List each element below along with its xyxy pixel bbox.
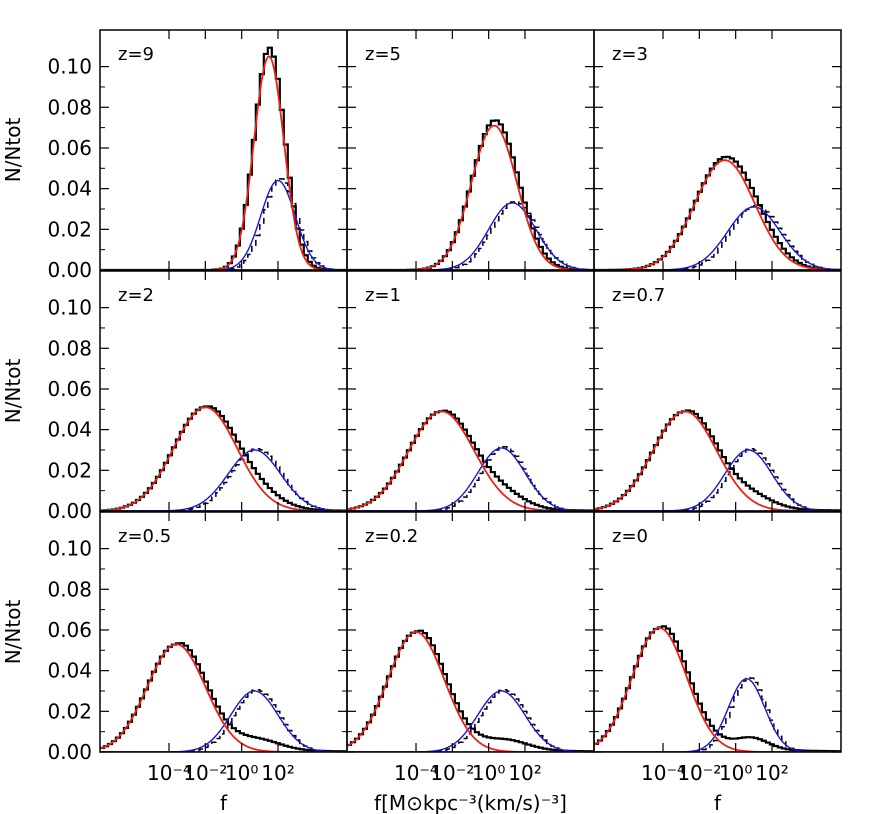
panel-label: z=2 xyxy=(118,285,154,306)
histogram-main xyxy=(347,119,594,270)
y-axis-title: N/Ntot xyxy=(1,600,25,665)
panel-frame xyxy=(346,270,595,512)
fit-secondary xyxy=(594,449,841,511)
y-tick-label: 0.06 xyxy=(47,136,92,160)
y-tick-label: 0.06 xyxy=(47,618,92,642)
x-tick-label: 10² xyxy=(755,761,788,785)
panel-frame xyxy=(346,511,595,753)
panel-label: z=3 xyxy=(612,44,648,65)
panel-label: z=1 xyxy=(365,285,401,306)
panel-frame xyxy=(99,29,348,271)
x-axis-title: f[M⊙kpc⁻³(km/s)⁻³] xyxy=(374,791,567,814)
fit-secondary xyxy=(347,690,594,752)
panel-frame xyxy=(593,29,842,271)
x-tick-label: 10⁻² xyxy=(183,761,227,785)
x-tick-label: 10⁻⁴ xyxy=(641,761,685,785)
histogram-secondary xyxy=(347,689,594,752)
histogram-main xyxy=(594,625,841,752)
histogram-secondary xyxy=(594,448,841,511)
y-tick-label: 0.10 xyxy=(47,55,92,79)
histogram-secondary xyxy=(347,445,594,511)
x-tick-label: 10² xyxy=(508,761,541,785)
x-axis-title: f xyxy=(714,791,722,814)
panel-label: z=0.2 xyxy=(365,526,418,547)
panel-label: z=0.5 xyxy=(118,526,171,547)
fit-main xyxy=(594,410,841,511)
fit-secondary xyxy=(347,447,594,511)
y-tick-label: 0.08 xyxy=(47,577,92,601)
panel-5: z=1 xyxy=(346,270,595,512)
fit-secondary xyxy=(594,206,841,270)
x-tick-label: 10² xyxy=(261,761,294,785)
panel-label: z=0.7 xyxy=(612,285,665,306)
x-tick-label: 10⁻² xyxy=(677,761,721,785)
y-tick-label: 0.10 xyxy=(47,537,92,561)
x-tick-label: 10⁰ xyxy=(225,761,258,785)
y-tick-label: 0.00 xyxy=(47,499,92,523)
panel-label: z=9 xyxy=(118,44,154,65)
fit-main xyxy=(594,627,841,752)
fit-main xyxy=(100,406,347,511)
histogram-secondary xyxy=(100,178,347,270)
fit-main xyxy=(100,643,347,752)
panel-4: 0.00 0.02 0.04 0.06 0.08 0.10 z=2 N/Ntot xyxy=(1,270,348,523)
fit-main xyxy=(594,159,841,270)
histogram-main xyxy=(100,642,347,752)
x-tick-label: 10⁰ xyxy=(472,761,505,785)
histogram-main xyxy=(100,46,347,270)
y-tick-label: 0.08 xyxy=(47,95,92,119)
histogram-secondary xyxy=(100,689,347,752)
fit-secondary xyxy=(594,678,841,752)
y-axis-title: N/Ntot xyxy=(1,118,25,183)
x-axis-title: f xyxy=(220,791,228,814)
fit-secondary xyxy=(100,179,347,270)
fit-secondary xyxy=(347,202,594,270)
fit-secondary xyxy=(100,690,347,752)
y-tick-label: 0.00 xyxy=(47,258,92,282)
histogram-main xyxy=(594,409,841,511)
y-tick-label: 0.10 xyxy=(47,296,92,320)
y-tick-label: 0.04 xyxy=(47,418,92,442)
y-tick-label: 0.02 xyxy=(47,458,92,482)
panel-label: z=0 xyxy=(612,526,648,547)
x-tick-label: 10⁻² xyxy=(430,761,474,785)
histogram-main xyxy=(347,409,594,511)
y-tick-label: 0.04 xyxy=(47,659,92,683)
panel-frame xyxy=(99,270,348,512)
panel-frame xyxy=(346,29,595,271)
x-tick-label: 10⁰ xyxy=(719,761,752,785)
y-tick-label: 0.08 xyxy=(47,336,92,360)
fit-main xyxy=(347,410,594,511)
panel-3: z=3 xyxy=(593,29,842,271)
y-tick-label: 0.00 xyxy=(47,740,92,764)
y-tick-label: 0.04 xyxy=(47,177,92,201)
fit-main xyxy=(100,55,347,270)
panel-label: z=5 xyxy=(365,44,401,65)
y-tick-label: 0.02 xyxy=(47,699,92,723)
y-tick-label: 0.06 xyxy=(47,377,92,401)
x-tick-label: 10⁻⁴ xyxy=(394,761,438,785)
fit-main xyxy=(347,631,594,752)
panel-6: z=0.7 xyxy=(593,270,842,512)
x-tick-label: 10⁻⁴ xyxy=(147,761,191,785)
panel-2: z=5 xyxy=(346,29,595,271)
y-tick-label: 0.02 xyxy=(47,217,92,241)
fit-main xyxy=(347,124,594,270)
y-axis-title: N/Ntot xyxy=(1,359,25,424)
panel-frame xyxy=(593,511,842,753)
panel-1: 0.00 0.02 0.04 0.06 0.08 0.10 z=9 N/Ntot xyxy=(1,29,348,282)
panel-frame xyxy=(593,270,842,512)
